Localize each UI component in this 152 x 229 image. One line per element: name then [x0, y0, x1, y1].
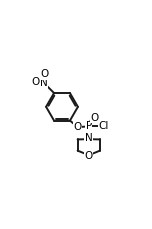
- Text: O: O: [40, 69, 49, 79]
- Text: Cl: Cl: [98, 121, 109, 131]
- Text: N: N: [40, 78, 48, 88]
- Text: P: P: [86, 121, 92, 131]
- Text: O: O: [85, 151, 93, 161]
- Text: O: O: [73, 122, 82, 132]
- Text: N: N: [85, 133, 93, 143]
- Text: O: O: [31, 77, 39, 87]
- Text: O: O: [90, 112, 98, 123]
